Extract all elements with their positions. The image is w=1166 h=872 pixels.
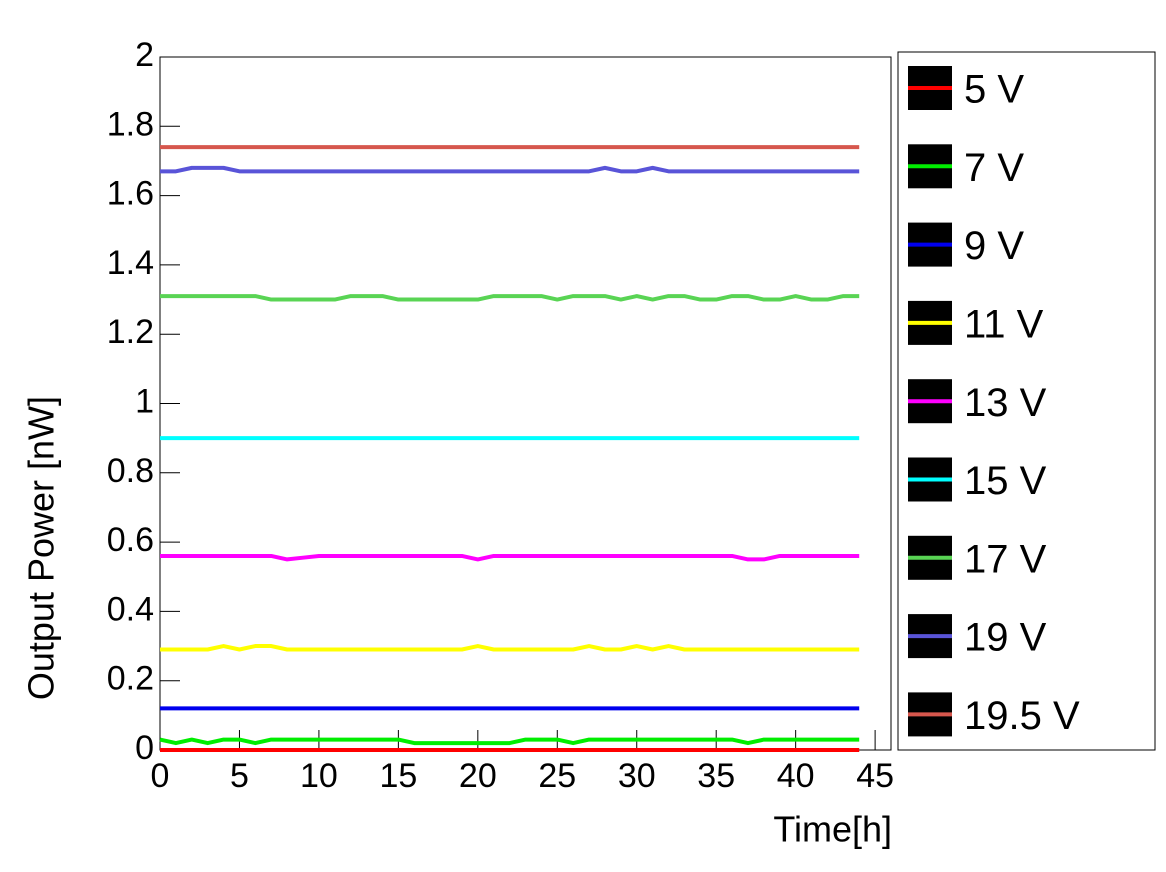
legend-label: 5 V <box>964 68 1024 112</box>
legend-label: 15 V <box>964 459 1047 503</box>
legend-label: 7 V <box>964 146 1024 190</box>
x-tick-label: 15 <box>379 757 417 795</box>
series-line <box>160 644 860 652</box>
y-tick-label: 0 <box>135 729 154 767</box>
y-tick-label: 2 <box>135 36 154 74</box>
x-tick-label: 5 <box>230 757 249 795</box>
x-tick-label: 0 <box>151 757 170 795</box>
x-tick-label: 10 <box>300 757 338 795</box>
y-tick-label: 1.4 <box>107 244 154 282</box>
legend-box <box>897 51 1156 751</box>
series-line <box>160 294 860 302</box>
y-tick-label: 0.6 <box>107 521 154 559</box>
y-tick-label: 1.2 <box>107 313 154 351</box>
legend-label: 17 V <box>964 537 1047 581</box>
x-tick-label: 25 <box>538 757 576 795</box>
legend-label: 9 V <box>964 224 1024 268</box>
y-axis-title: Output Power [nW] <box>21 396 62 700</box>
x-tick-label: 45 <box>856 757 894 795</box>
series-line <box>160 553 860 562</box>
y-tick-label: 0.2 <box>107 660 154 698</box>
x-axis-title: Time[h] <box>773 809 892 850</box>
x-tick-label: 20 <box>459 757 497 795</box>
y-tick-label: 1.8 <box>107 105 154 143</box>
series-line <box>160 165 860 174</box>
x-tick-label: 30 <box>618 757 656 795</box>
legend-label: 19 V <box>964 616 1047 660</box>
y-tick-label: 1.6 <box>107 175 154 213</box>
y-tick-label: 0.4 <box>107 590 154 628</box>
legend-label: 13 V <box>964 381 1047 425</box>
y-tick-label: 0.8 <box>107 452 154 490</box>
y-tick-label: 1 <box>135 382 154 420</box>
series-line <box>159 737 860 746</box>
x-tick-label: 35 <box>697 757 735 795</box>
x-tick-label: 40 <box>777 757 815 795</box>
legend-label: 11 V <box>964 302 1044 346</box>
legend-label: 19.5 V <box>964 694 1080 738</box>
